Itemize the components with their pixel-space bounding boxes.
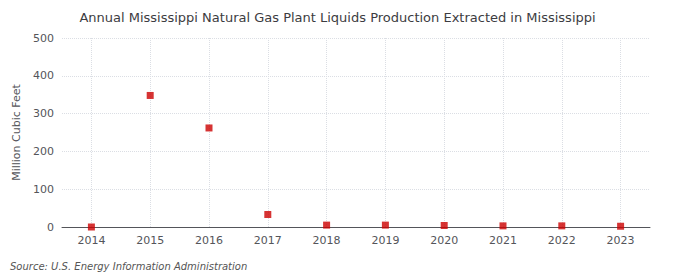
svg-text:500: 500 (33, 32, 54, 45)
svg-text:2016: 2016 (195, 234, 223, 247)
svg-text:2021: 2021 (489, 234, 517, 247)
svg-text:2017: 2017 (254, 234, 282, 247)
svg-text:2014: 2014 (77, 234, 105, 247)
svg-text:2018: 2018 (313, 234, 341, 247)
svg-text:2023: 2023 (607, 234, 635, 247)
svg-text:2020: 2020 (430, 234, 458, 247)
svg-text:100: 100 (33, 183, 54, 196)
svg-text:2022: 2022 (548, 234, 576, 247)
svg-text:400: 400 (33, 69, 54, 82)
svg-text:2019: 2019 (371, 234, 399, 247)
svg-text:200: 200 (33, 145, 54, 158)
svg-text:Million Cubic Feet: Million Cubic Feet (10, 83, 23, 180)
svg-text:Annual Mississippi Natural Gas: Annual Mississippi Natural Gas Plant Liq… (79, 10, 595, 25)
svg-text:300: 300 (33, 107, 54, 120)
svg-text:Source: U.S. Energy Informatio: Source: U.S. Energy Information Administ… (10, 261, 247, 272)
svg-text:2015: 2015 (136, 234, 164, 247)
svg-text:0: 0 (47, 221, 54, 234)
